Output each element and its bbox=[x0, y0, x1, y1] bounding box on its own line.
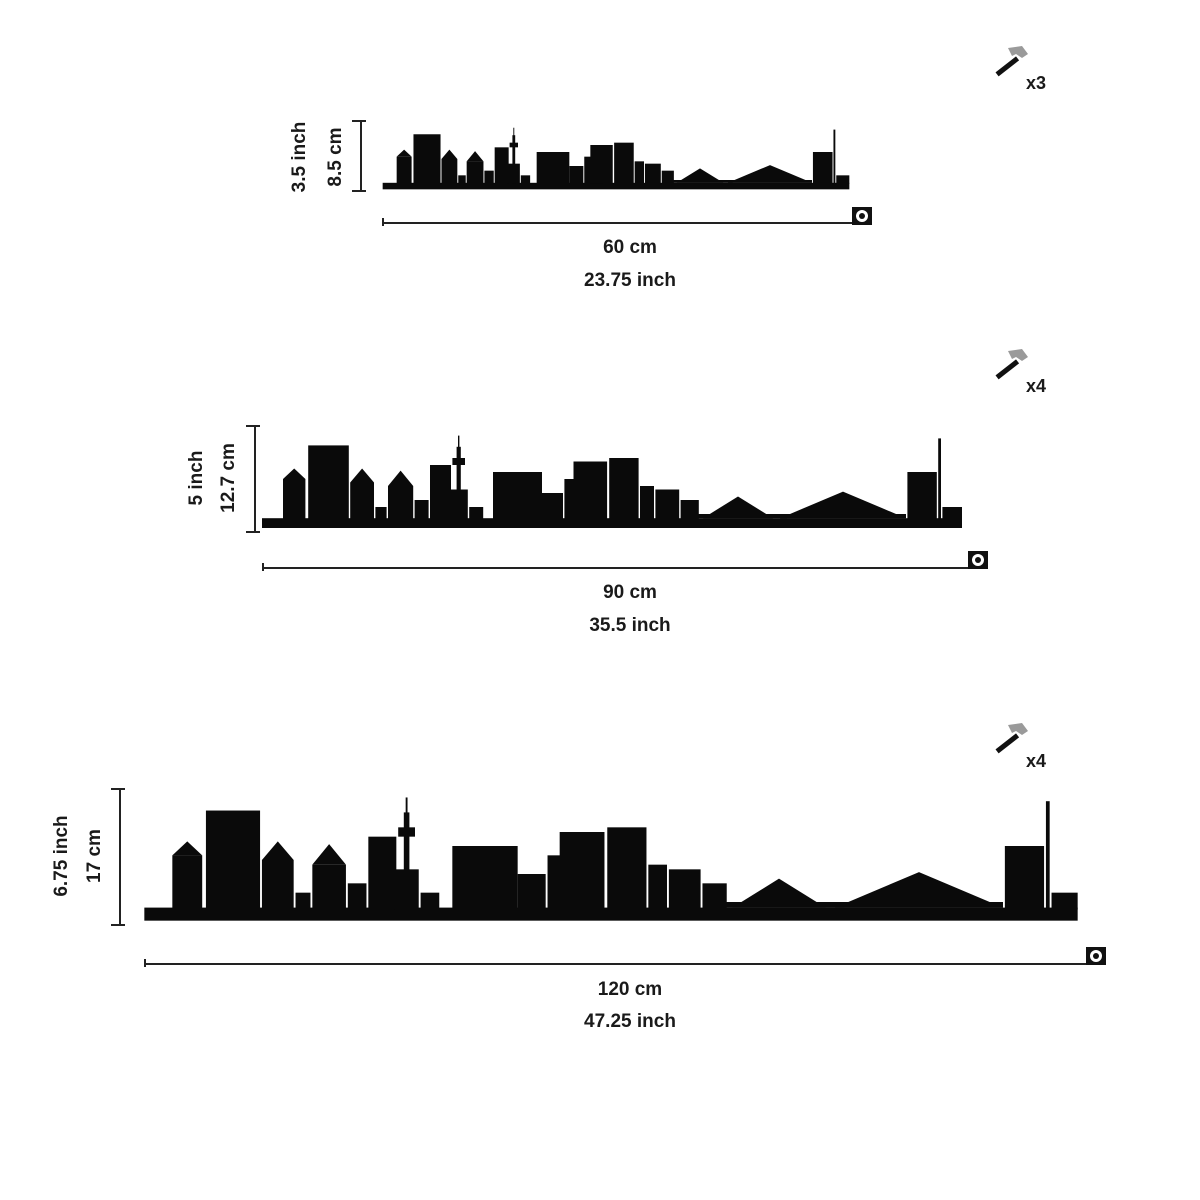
width-inch-label: 47.25 inch bbox=[584, 1011, 676, 1032]
height-cm-label: 8.5 cm bbox=[325, 127, 346, 187]
skyline-silhouette-medium bbox=[262, 430, 962, 535]
tape-measure-icon bbox=[1084, 943, 1108, 967]
width-cm-label: 60 cm bbox=[603, 237, 657, 258]
width-dimension-line bbox=[382, 222, 852, 224]
skyline-silhouette-large bbox=[144, 790, 1078, 930]
tape-measure-icon bbox=[850, 203, 874, 227]
width-cm-label: 120 cm bbox=[597, 979, 663, 1000]
height-cm-label: 17 cm bbox=[84, 829, 105, 883]
hardware-count: x3 bbox=[1026, 73, 1047, 93]
width-dimension-tick bbox=[382, 218, 384, 226]
width-cm-label: 90 cm bbox=[603, 582, 657, 603]
width-inch-label: 23.75 inch bbox=[584, 270, 676, 291]
hardware-count: x4 bbox=[1026, 376, 1047, 396]
width-dimension-line bbox=[144, 963, 1088, 965]
height-cm-label: 12.7 cm bbox=[218, 443, 239, 513]
skyline-silhouette-small bbox=[382, 124, 850, 194]
height-dimension-cap-top bbox=[246, 425, 260, 427]
height-dimension-cap-bottom bbox=[111, 924, 125, 926]
height-dimension-cap-bottom bbox=[352, 190, 366, 192]
height-dimension-cap-bottom bbox=[246, 531, 260, 533]
tape-measure-icon bbox=[966, 547, 990, 571]
height-dimension-cap-top bbox=[111, 788, 125, 790]
height-inch-label: 3.5 inch bbox=[289, 121, 310, 193]
height-dimension-line bbox=[254, 425, 256, 533]
height-dimension-cap-top bbox=[352, 120, 366, 122]
height-inch-label: 6.75 inch bbox=[51, 815, 72, 897]
height-dimension-line bbox=[119, 788, 121, 926]
width-dimension-tick bbox=[144, 959, 146, 967]
height-dimension-line bbox=[360, 120, 362, 192]
height-inch-label: 5 inch bbox=[186, 450, 207, 506]
width-dimension-tick bbox=[262, 563, 264, 571]
hardware-count: x4 bbox=[1026, 751, 1047, 771]
width-inch-label: 35.5 inch bbox=[589, 615, 671, 636]
width-dimension-line bbox=[262, 567, 970, 569]
